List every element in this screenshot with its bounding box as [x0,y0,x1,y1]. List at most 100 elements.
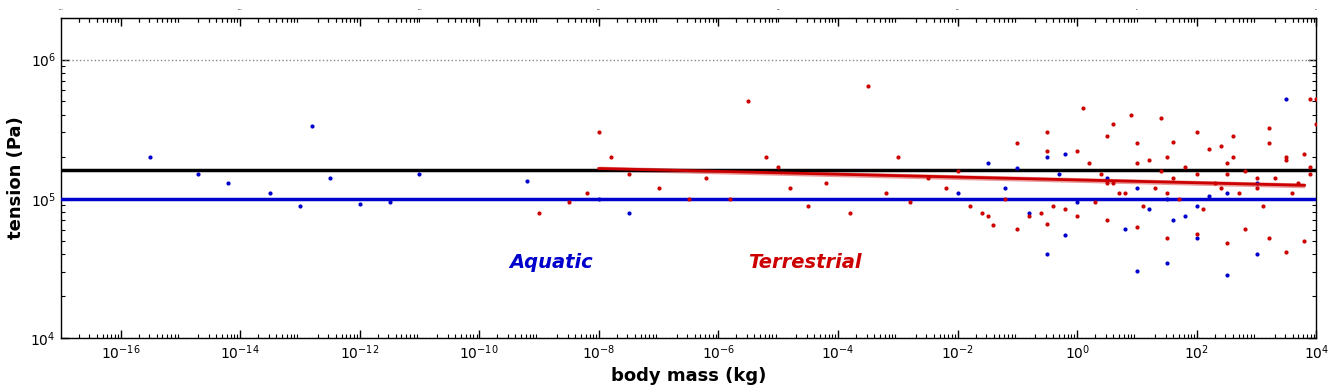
Point [696,175,717,181]
Point [756,154,778,160]
Point [1259,125,1280,131]
Point [1276,249,1297,255]
Point [588,196,609,202]
Point [1133,203,1154,209]
Point [1090,171,1112,177]
Point [1305,120,1327,127]
Point [140,154,162,160]
Point [517,178,538,184]
Point [1288,180,1309,187]
Point [1037,221,1058,227]
Point [1210,185,1232,191]
Point [619,210,640,216]
Point [887,154,908,160]
Point [1300,163,1321,170]
Point [1097,175,1118,181]
Point [1054,205,1075,212]
Point [1007,165,1029,171]
Point [1042,203,1063,209]
Point [1114,190,1136,196]
Point [409,171,430,177]
Point [798,203,819,209]
Point [1156,196,1177,202]
Point [1102,180,1124,187]
Point [1259,235,1280,241]
Point [1216,190,1237,196]
Point [1216,160,1237,166]
Point [1126,160,1148,166]
Point [1126,140,1148,146]
Point [1264,175,1285,181]
Point [1228,190,1249,196]
Point [1085,198,1106,205]
Point [983,222,1005,229]
Point [1150,168,1172,174]
Point [558,198,580,205]
Point [1186,203,1208,209]
Point [995,196,1017,202]
Point [1222,154,1244,160]
Point [1246,180,1268,187]
Point [1198,193,1220,199]
Point [1162,139,1184,145]
Point [1109,190,1130,196]
Point [1121,112,1142,118]
Point [648,185,669,191]
Point [977,212,998,219]
X-axis label: body mass (kg): body mass (kg) [611,367,767,385]
Point [218,180,239,187]
Point [737,98,759,105]
Point [947,190,969,196]
Point [1102,120,1124,127]
Point [1037,129,1058,135]
Point [1066,212,1088,219]
Point [1276,154,1297,160]
Point [1234,168,1256,174]
Point [1114,226,1136,232]
Point [1007,226,1029,232]
Point [1156,190,1177,196]
Point [1162,216,1184,223]
Point [259,190,281,196]
Point [947,168,969,174]
Point [1030,210,1051,216]
Point [768,163,790,170]
Point [899,198,921,205]
Point [1168,196,1189,202]
Point [1234,226,1256,232]
Point [1097,216,1118,223]
Point [1018,212,1039,219]
Point [779,185,800,191]
Point [720,196,741,202]
Point [349,201,370,207]
Point [1216,171,1237,177]
Point [1073,105,1094,111]
Y-axis label: tension (Pa): tension (Pa) [7,116,25,239]
Point [1300,95,1321,102]
Point [1281,190,1303,196]
Point [1174,163,1196,170]
Point [1246,251,1268,258]
Point [1037,154,1058,160]
Point [1156,260,1177,266]
Point [1174,212,1196,219]
Point [1049,171,1070,177]
Point [1156,154,1177,160]
Point [839,210,860,216]
Point [1138,205,1160,212]
Point [1293,238,1315,244]
Point [1259,140,1280,146]
Point [1305,95,1327,102]
Point [1126,268,1148,274]
Point [301,123,322,129]
Point [1222,133,1244,139]
Text: Terrestrial: Terrestrial [748,253,862,272]
Point [1078,160,1100,166]
Point [1276,95,1297,102]
Point [1037,148,1058,154]
Point [875,190,896,196]
Point [1186,171,1208,177]
Point [1198,145,1220,152]
Point [1293,151,1315,158]
Point [588,129,609,135]
